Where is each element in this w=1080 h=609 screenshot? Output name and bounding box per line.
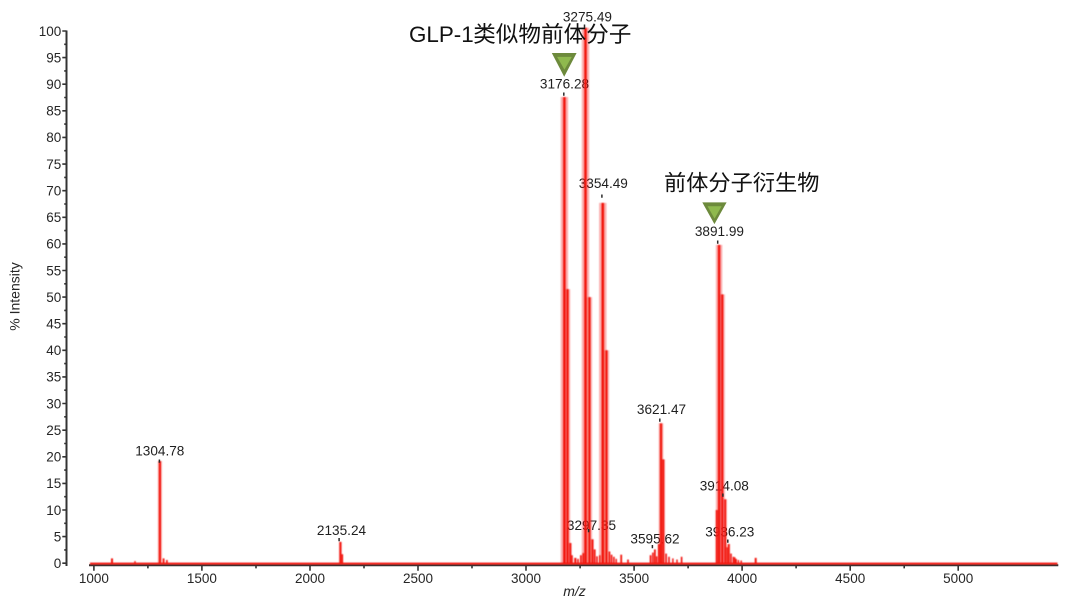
svg-text:90: 90 — [46, 77, 61, 92]
svg-text:20: 20 — [46, 450, 61, 465]
svg-text:3176.28: 3176.28 — [540, 77, 589, 92]
svg-text:% Intensity: % Intensity — [7, 262, 23, 330]
svg-text:2500: 2500 — [403, 571, 433, 586]
svg-text:3000: 3000 — [511, 571, 541, 586]
svg-text:10: 10 — [46, 503, 61, 518]
svg-text:100: 100 — [39, 24, 62, 39]
svg-text:m/z: m/z — [563, 583, 586, 599]
svg-text:0: 0 — [54, 556, 62, 571]
svg-text:3891.99: 3891.99 — [695, 224, 744, 239]
svg-text:GLP-1: GLP-1 — [409, 22, 474, 47]
svg-text:3275.49: 3275.49 — [563, 10, 612, 25]
svg-text:4500: 4500 — [835, 571, 865, 586]
svg-text:5: 5 — [54, 529, 62, 544]
svg-text:15: 15 — [46, 476, 61, 491]
svg-text:4000: 4000 — [727, 571, 757, 586]
svg-text:35: 35 — [46, 370, 61, 385]
svg-text:40: 40 — [46, 343, 61, 358]
svg-text:25: 25 — [46, 423, 61, 438]
svg-text:3354.49: 3354.49 — [579, 176, 628, 191]
svg-text:55: 55 — [46, 263, 61, 278]
svg-text:45: 45 — [46, 317, 61, 332]
svg-text:60: 60 — [46, 237, 61, 252]
svg-text:5000: 5000 — [943, 571, 973, 586]
svg-text:30: 30 — [46, 396, 61, 411]
svg-text:70: 70 — [46, 184, 61, 199]
svg-text:65: 65 — [46, 210, 61, 225]
svg-text:50: 50 — [46, 290, 61, 305]
svg-text:3621.47: 3621.47 — [637, 402, 686, 417]
svg-text:1304.78: 1304.78 — [135, 444, 184, 459]
svg-text:3936.23: 3936.23 — [705, 525, 754, 540]
svg-text:3500: 3500 — [619, 571, 649, 586]
svg-text:3595.62: 3595.62 — [630, 532, 679, 547]
svg-text:2135.24: 2135.24 — [317, 523, 367, 538]
svg-text:95: 95 — [46, 50, 61, 65]
svg-text:1500: 1500 — [187, 571, 217, 586]
svg-text:80: 80 — [46, 130, 61, 145]
svg-text:85: 85 — [46, 104, 61, 119]
svg-text:2000: 2000 — [295, 571, 325, 586]
svg-text:75: 75 — [46, 157, 61, 172]
svg-text:1000: 1000 — [79, 571, 109, 586]
